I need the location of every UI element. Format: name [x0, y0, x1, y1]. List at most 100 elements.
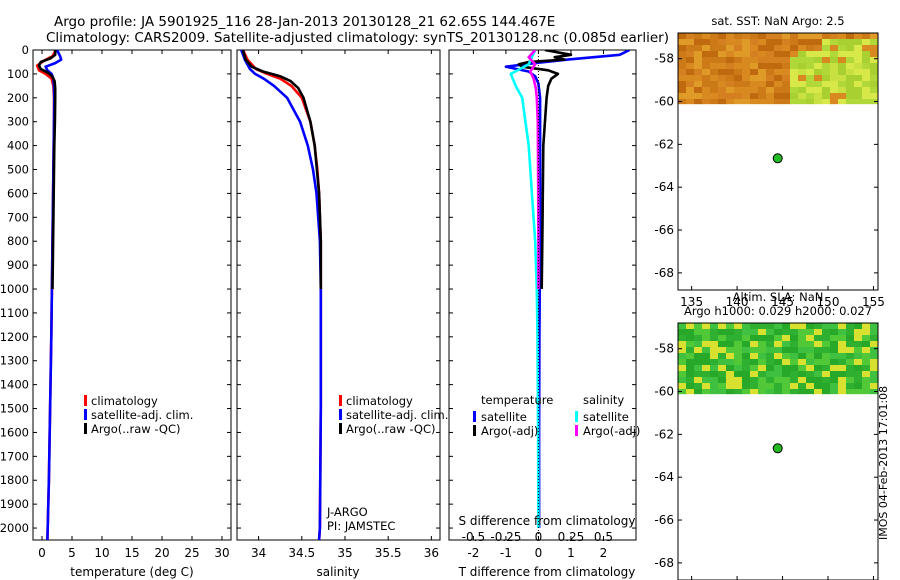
y-tick-label: 1600 [0, 425, 29, 439]
map-cell [870, 63, 879, 70]
map-cell [702, 81, 711, 88]
map-cell [814, 329, 823, 336]
map-cell [846, 335, 855, 342]
map-cell [846, 93, 855, 100]
map-cell [846, 383, 855, 390]
map-cell [678, 323, 687, 330]
map-cell [774, 323, 783, 330]
map-cell [702, 323, 711, 330]
map-cell [814, 335, 823, 342]
map-cell [846, 371, 855, 378]
map-cell [830, 371, 839, 378]
map-cell [806, 365, 815, 372]
map-cell [870, 335, 879, 342]
map-cell [830, 353, 839, 360]
map-cell [862, 33, 871, 40]
map-cell [702, 57, 711, 64]
map-cell [694, 69, 703, 76]
map-cell [782, 99, 791, 105]
y-tick-label: 1000 [0, 282, 29, 296]
y-tick-label: -62 [654, 427, 674, 441]
map-cell [814, 45, 823, 52]
y-tick-label: -60 [654, 95, 674, 109]
map-cell [710, 63, 719, 70]
map-cell [766, 389, 775, 395]
map-cell [758, 347, 767, 354]
map-cell [822, 63, 831, 70]
map-cell [702, 63, 711, 70]
y-tick-label: 1200 [0, 330, 29, 344]
map-cell [782, 377, 791, 384]
map-cell [758, 51, 767, 58]
map-cell [774, 51, 783, 58]
map-cell [854, 63, 863, 70]
map-cell [790, 335, 799, 342]
map-cell [718, 389, 727, 395]
y-tick-label: 1100 [0, 306, 29, 320]
map-cell [822, 69, 831, 76]
map-cell [862, 45, 871, 52]
map-cell [710, 99, 719, 105]
map-cell [782, 335, 791, 342]
legend-swatch [575, 425, 578, 436]
map-field [678, 33, 879, 105]
map-cell [790, 45, 799, 52]
map-cell [678, 341, 687, 348]
map-cell [798, 81, 807, 88]
map-cell [686, 365, 695, 372]
map-cell [774, 365, 783, 372]
map-cell [726, 323, 735, 330]
map-cell [710, 39, 719, 46]
series-group [504, 50, 631, 529]
map-cell [782, 329, 791, 336]
map-cell [734, 57, 743, 64]
map-cell [822, 335, 831, 342]
map-cell [782, 81, 791, 88]
map-cell [726, 365, 735, 372]
map-cell [790, 51, 799, 58]
map-cell [822, 57, 831, 64]
map-cell [806, 371, 815, 378]
map-cell [814, 365, 823, 372]
map-cell [726, 347, 735, 354]
map-cell [798, 45, 807, 52]
map-cell [766, 359, 775, 366]
map-cell [798, 371, 807, 378]
map-cell [742, 353, 751, 360]
map-cell [846, 33, 855, 40]
x-tick-label: 25 [184, 546, 199, 560]
map-cell [694, 347, 703, 354]
map-cell [798, 33, 807, 40]
map-cell [726, 341, 735, 348]
map-cell [838, 99, 847, 105]
map-cell [718, 63, 727, 70]
map-cell [758, 353, 767, 360]
map-cell [750, 93, 759, 100]
map-cell [726, 335, 735, 342]
map-cell [742, 389, 751, 395]
map-cell [822, 347, 831, 354]
map-cell [774, 99, 783, 105]
map-cell [798, 99, 807, 105]
annotation-pi: PI: JAMSTEC [327, 519, 395, 533]
map-cell [678, 57, 687, 64]
map-cell [774, 81, 783, 88]
map-cell [870, 75, 879, 82]
map-cell [726, 383, 735, 390]
map-cell [734, 51, 743, 58]
map-cell [782, 45, 791, 52]
y-tick-label: -68 [654, 266, 674, 280]
map-cell [758, 341, 767, 348]
map-cell [814, 359, 823, 366]
y-tick-label: -66 [654, 223, 674, 237]
map-cell [790, 347, 799, 354]
map-cell [718, 69, 727, 76]
map-cell [742, 33, 751, 40]
x-tick-label: 145 [771, 295, 794, 309]
map-cell [766, 323, 775, 330]
x-axis-label: T difference from climatology [458, 565, 636, 579]
map-cell [870, 353, 879, 360]
map-cell [846, 69, 855, 76]
map-cell [790, 87, 799, 94]
map-cell [766, 45, 775, 52]
